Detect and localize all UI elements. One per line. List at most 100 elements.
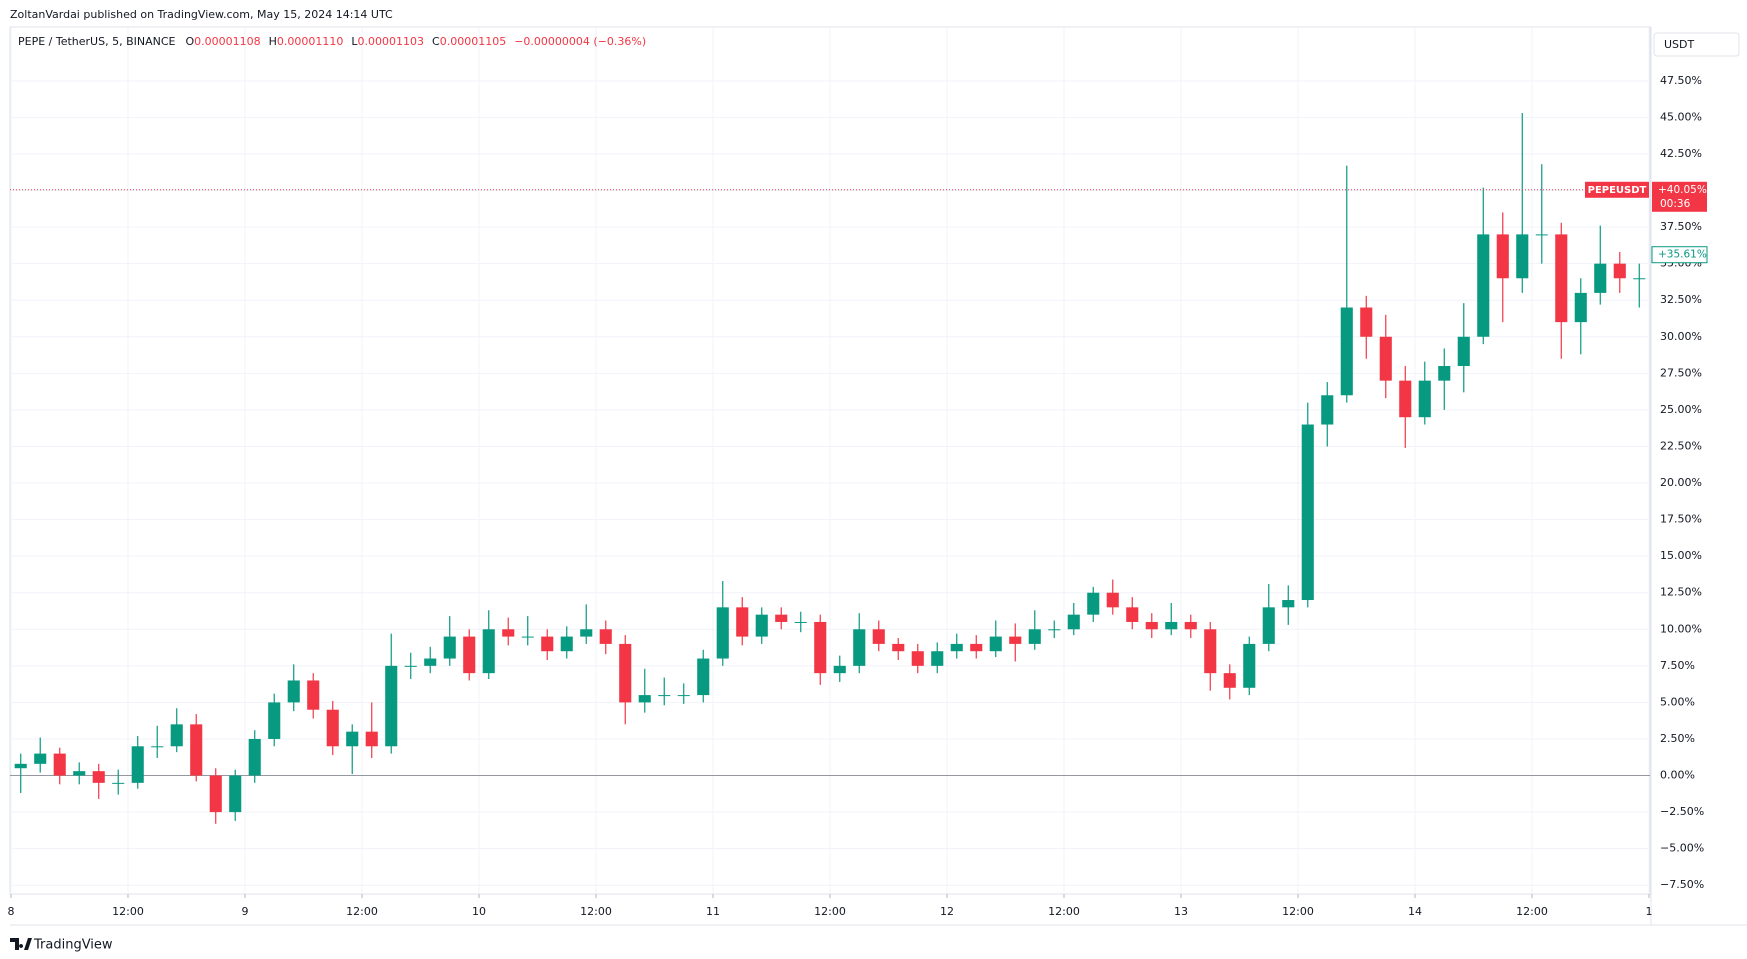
ohlc-key: C [432,35,440,48]
y-tick-label: 10.00% [1660,622,1702,635]
y-tick-label: 2.50% [1660,732,1695,745]
candle-body [872,629,885,644]
ohlc-value: 0.00001108 [194,35,260,48]
x-tick-label: 12:00 [814,905,846,918]
candle-body [53,753,66,776]
candle-body [1087,592,1100,615]
currency-box[interactable] [1653,32,1740,57]
symbol: PEPE / TetherUS, 5, BINANCE [18,35,176,48]
y-tick-label: 15.00% [1660,549,1702,562]
candles [14,112,1646,824]
candle-body [1223,673,1236,688]
candle-body [560,636,573,652]
candle-body [112,782,125,784]
candle-body [833,665,846,674]
x-tick-label: 12:00 [1516,905,1548,918]
candle-body [1048,629,1061,631]
y-tick-label: 27.50% [1660,366,1702,379]
candle-body [1028,629,1041,644]
candle-body [599,629,612,644]
x-tick-label: 1 [1646,905,1653,918]
candle-body [814,621,827,674]
candle-body [131,746,144,783]
candle-body [365,731,378,747]
x-tick-label: 12:00 [1048,905,1080,918]
candle-body [1477,234,1490,337]
candle-body [853,629,866,666]
candle-body [1243,643,1256,688]
ohlc-value: 0.00001103 [358,35,424,48]
countdown: 00:36 [1660,198,1691,210]
x-tick-label: 14 [1408,905,1422,918]
candle-body [73,771,86,776]
y-tick-label: 42.50% [1660,147,1702,160]
candle-body [716,607,729,659]
candle-body [1379,336,1392,381]
price-tag-text: +40.05% [1658,184,1707,196]
candle-body [989,636,1002,652]
symbol-tag [1585,181,1649,198]
candle-body [1009,636,1022,644]
candle-body [443,636,456,659]
candle-body [1067,614,1080,630]
ohlc-value: 0.00001105 [440,35,506,48]
y-tick-label: 22.50% [1660,439,1702,452]
y-tick-label: 20.00% [1660,476,1702,489]
candle-body [209,775,222,813]
symbol-tag-text: PEPEUSDT [1588,185,1647,196]
price-tag-text: +35.61% [1658,249,1707,261]
price-tag [1651,246,1708,264]
y-tick-label: 17.50% [1660,513,1702,526]
candle-body [463,636,476,674]
candle-body [248,738,261,776]
candle-body [697,658,710,696]
candle-body [1438,366,1451,381]
ohlc-key: L [351,35,358,48]
change: −0.00000004 (−0.36%) [514,35,646,48]
candle-body [287,680,300,703]
y-tick-label: −7.50% [1660,878,1704,891]
y-tick-label: −2.50% [1660,805,1704,818]
x-tick-label: 12:00 [580,905,612,918]
candle-body [385,665,398,747]
candle-body [1574,292,1587,323]
candle-body [346,731,359,747]
candle-body [404,665,417,667]
y-tick-label: 30.00% [1660,330,1702,343]
candle-body [931,651,944,666]
candle-body [775,614,788,622]
publisher: ZoltanVardai published on TradingView.co… [10,8,393,21]
candle-body [1555,234,1568,323]
candle-body [151,746,164,748]
candle-body [1145,621,1158,630]
y-tick-label: −5.00% [1660,842,1704,855]
candle-body [190,724,203,776]
candle-body [424,658,437,666]
y-tick-label: 7.50% [1660,659,1695,672]
candle-body [1126,607,1139,622]
candle-body [326,709,339,747]
candle-body [14,763,27,769]
candle-body [736,607,749,637]
candle-body [1262,607,1275,644]
ohlc-key: O [185,35,194,48]
candle-body [638,695,651,703]
candle-body [1204,629,1217,674]
candle-body [755,614,768,637]
ohlc-value: 0.00001110 [277,35,343,48]
candle-body [1594,263,1607,293]
candle-body [1613,263,1626,279]
candle-body [307,680,320,710]
y-tick-label: 47.50% [1660,74,1702,87]
y-tick-label: 37.50% [1660,220,1702,233]
y-tick-label: 45.00% [1660,110,1702,123]
candle-body [1399,380,1412,418]
candle-body [1418,380,1431,418]
candle-body [619,643,632,703]
candle-body [794,621,807,623]
legend: PEPE / TetherUS, 5, BINANCE O 0.00001108 H… [18,35,646,48]
candle-body [1340,307,1353,396]
